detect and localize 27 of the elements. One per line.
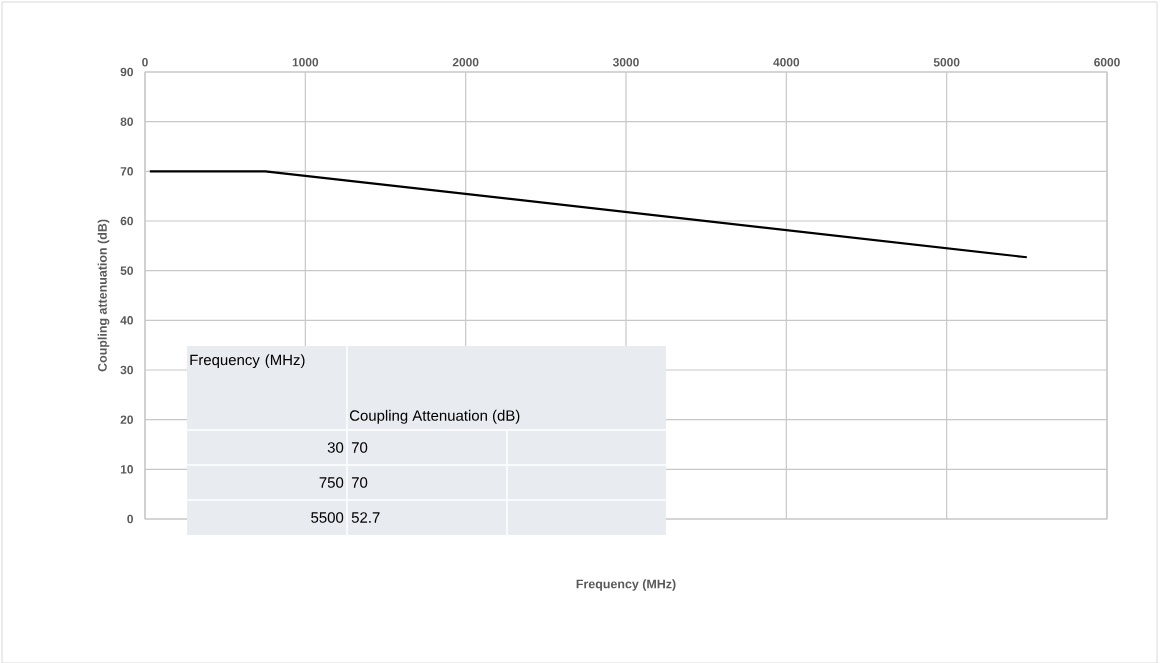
y-tick-label: 10	[120, 465, 133, 474]
annotation: 70	[351, 477, 368, 488]
x-tick-label: 5000	[933, 58, 960, 67]
x-axis-title: Frequency (MHz)	[576, 579, 676, 591]
annotation: Frequency (MHz)	[190, 354, 305, 369]
y-tick-label: 80	[120, 117, 133, 126]
x-tick-label: 3000	[612, 58, 639, 67]
annotation: 70	[351, 442, 368, 453]
y-tick-label: 60	[120, 216, 133, 226]
y-tick-label: 50	[120, 266, 133, 275]
x-tick-label: 4000	[773, 58, 800, 67]
y-tick-label: 70	[120, 167, 133, 176]
x-tick-label: 1000	[292, 58, 319, 67]
annotation: 52.7	[351, 512, 380, 523]
x-tick-label: 6000	[1094, 58, 1120, 67]
y-axis-title: Coupling attenuation (dB)	[97, 219, 110, 372]
x-tick-label: 0	[142, 58, 148, 67]
annotation: 5500	[311, 512, 344, 523]
y-tick-label: 0	[127, 514, 133, 524]
y-tick-label: 30	[120, 365, 133, 375]
y-tick-label: 20	[120, 415, 133, 424]
y-tick-label: 40	[120, 316, 133, 325]
x-tick-label: 2000	[452, 58, 479, 67]
annotation: Coupling Attenuation (dB)	[349, 409, 520, 424]
y-tick-label: 90	[120, 67, 133, 77]
annotation: 750	[319, 477, 344, 488]
annotation: 30	[327, 442, 344, 453]
